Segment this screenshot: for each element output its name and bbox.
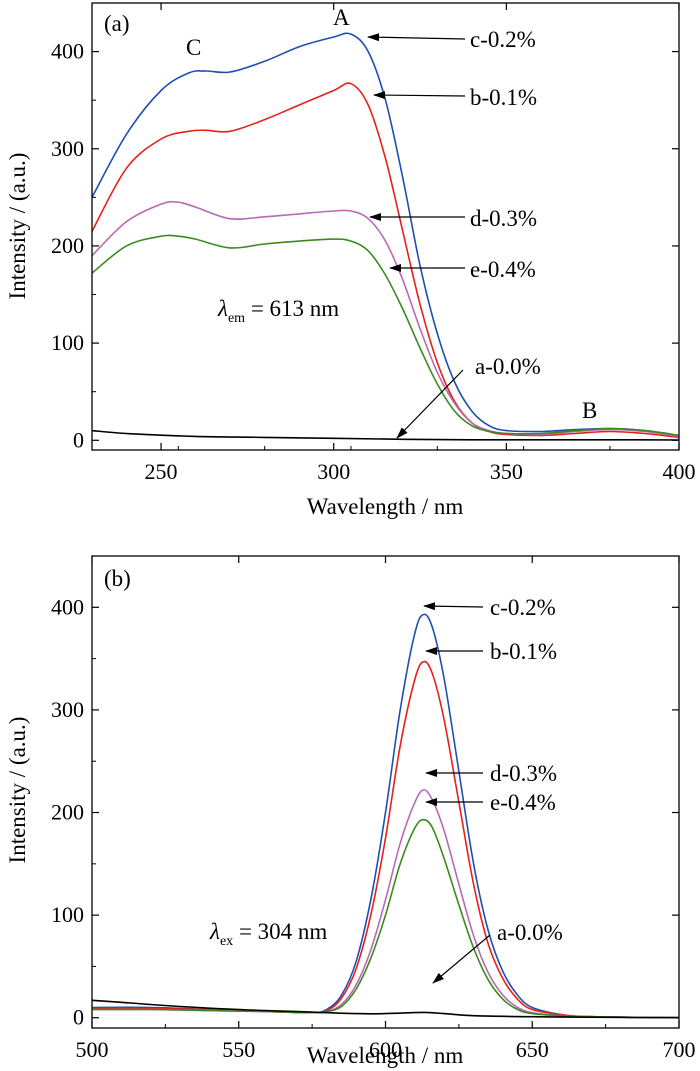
label-d: d-0.3% [490,761,557,786]
lambda-subscript: ex [220,934,233,949]
label-e: e-0.4% [490,790,556,815]
lambda-symbol: λ [209,919,220,944]
panel-a-ticks: 250 300 350 400 0 100 200 300 400 [51,3,696,484]
panel-b-annotations: c-0.2% b-0.1% d-0.3% e-0.4% a-0.0% [423,595,563,984]
panel-b-ticks: 500 550 600 650 700 0 100 200 300 400 [51,556,696,1062]
label-e: e-0.4% [470,257,536,282]
x-tick-label: 650 [516,1037,549,1062]
x-tick-label: 400 [663,459,696,484]
condition-value: = 304 nm [233,919,327,944]
y-tick-label: 0 [73,427,84,452]
panel-a-frame [91,2,680,451]
peak-label-C: C [186,35,201,60]
y-tick-label: 400 [51,594,84,619]
x-tick-label: 500 [76,1037,109,1062]
series-line-c-0-2- [91,32,680,437]
series-line-d-0-3- [91,200,680,438]
panel-a-label: (a) [104,11,130,36]
peak-label-B: B [582,398,597,423]
peak-label-A: A [333,5,350,30]
lambda-symbol: λ [217,296,228,321]
series-line-c-0-2- [91,613,680,1019]
arrow-b [373,91,466,100]
panel-b-xlabel: Wavelength / nm [307,1043,464,1068]
y-tick-label: 300 [51,136,84,161]
label-b: b-0.1% [490,639,557,664]
x-tick-label: 700 [663,1037,696,1062]
series-line-a-0-0- [91,999,680,1019]
panel-a-ylabel: Intensity / (a.u.) [5,153,30,300]
series-line-d-0-3- [91,789,680,1019]
series-line-a-0-0- [91,429,680,441]
y-tick-label: 100 [51,902,84,927]
arrow-c [423,602,484,611]
y-tick-label: 200 [51,800,84,825]
condition-value: = 613 nm [245,296,339,321]
panel-b-ylabel: Intensity / (a.u.) [5,717,30,864]
x-tick-label: 600 [369,1037,402,1062]
series-line-e-0-4- [91,818,680,1019]
panel-b-label: (b) [104,566,131,591]
panel-b: 500 550 600 650 700 0 100 200 300 400 (b) Wavelen… [5,555,696,1068]
arrow-a [396,369,464,439]
label-c: c-0.2% [470,27,536,52]
y-tick-label: 400 [51,39,84,64]
panel-b-frame [91,555,680,1029]
series-line-b-0-1- [91,82,680,439]
arrow-a [432,934,491,984]
y-tick-label: 200 [51,233,84,258]
y-tick-label: 100 [51,330,84,355]
arrow-c [367,33,466,42]
y-tick-label: 300 [51,697,84,722]
panel-a-condition-note: λem = 613 nm [217,296,339,326]
x-tick-label: 300 [317,459,350,484]
panel-b-condition-note: λex = 304 nm [209,919,327,949]
x-tick-label: 550 [222,1037,255,1062]
panel-a: 250 300 350 400 0 100 200 300 400 (a) Wavelength… [5,2,696,519]
panel-a-annotations: c-0.2% b-0.1% d-0.3% e-0.4% a-0.0% [367,27,541,439]
y-tick-label: 0 [73,1005,84,1030]
series-line-e-0-4- [91,234,680,437]
series-line-b-0-1- [91,660,680,1019]
label-b: b-0.1% [470,85,537,110]
label-a: a-0.0% [475,354,541,379]
panel-a-series [91,32,680,441]
x-tick-label: 250 [145,459,178,484]
panel-b-series [91,613,680,1019]
label-c: c-0.2% [490,595,556,620]
label-a: a-0.0% [497,920,563,945]
x-tick-label: 350 [490,459,523,484]
lambda-subscript: em [228,311,245,326]
label-d: d-0.3% [470,206,537,231]
panel-a-xlabel: Wavelength / nm [307,494,464,519]
